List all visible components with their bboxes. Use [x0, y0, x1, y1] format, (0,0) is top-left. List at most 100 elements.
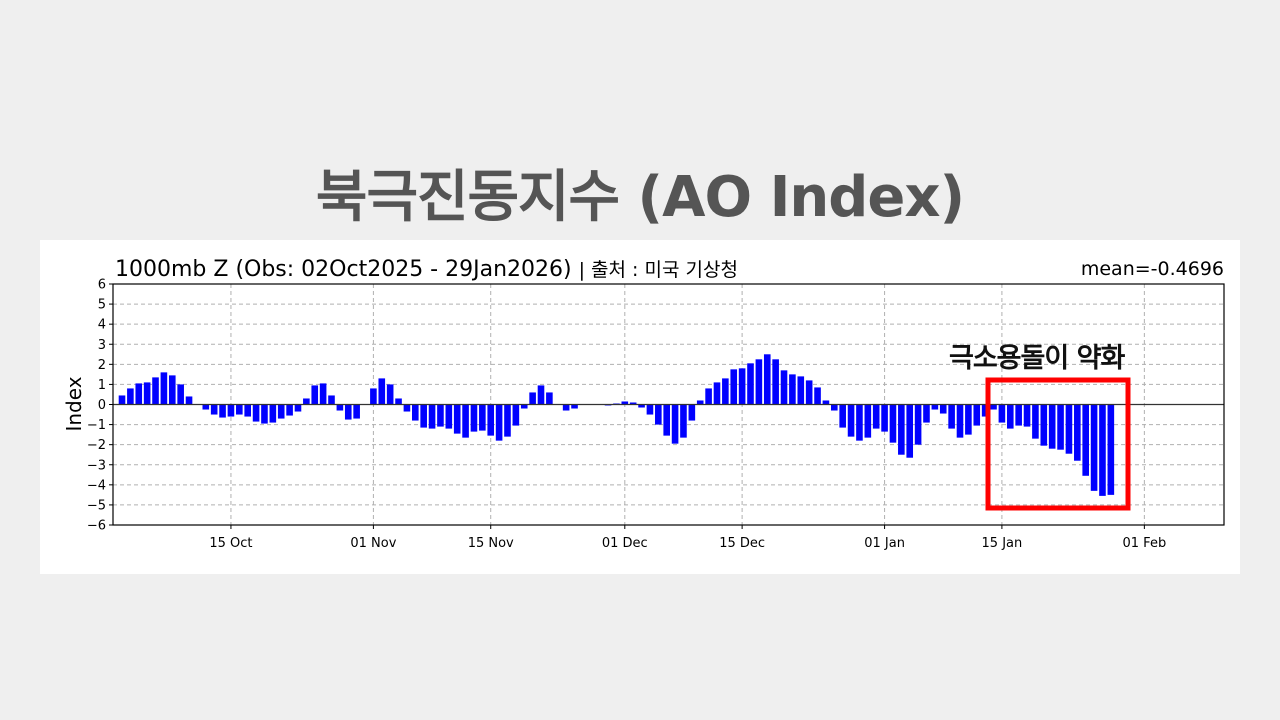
bar: [1065, 404, 1073, 454]
bar: [981, 404, 989, 417]
bar: [512, 404, 520, 426]
x-tick-label: 15 Nov: [468, 536, 514, 551]
y-tick-label: −1: [87, 418, 106, 433]
bar: [311, 385, 319, 405]
bar: [738, 368, 746, 405]
bar: [914, 404, 922, 445]
bar: [227, 404, 235, 417]
bar: [143, 382, 151, 405]
bar: [168, 375, 176, 405]
y-tick-label: 0: [98, 398, 106, 413]
bar: [646, 404, 654, 415]
bar: [956, 404, 964, 438]
bar: [931, 404, 939, 410]
bar: [294, 404, 302, 412]
y-tick-label: −6: [87, 519, 106, 534]
bar: [495, 404, 503, 441]
bar: [805, 380, 813, 405]
bar: [1048, 404, 1056, 449]
bar: [261, 404, 268, 424]
bar: [831, 404, 838, 411]
bar: [1090, 404, 1098, 491]
bar: [847, 404, 855, 437]
x-tick-label: 01 Jan: [864, 536, 905, 551]
bar: [1082, 404, 1089, 476]
y-axis-label: Index: [62, 376, 86, 432]
bar: [546, 392, 553, 405]
bar: [923, 404, 930, 423]
bar: [1015, 404, 1022, 426]
headline: 북극진동지수 (AO Index): [315, 165, 965, 230]
bar: [881, 404, 888, 432]
bar: [277, 404, 285, 419]
y-tick-label: −2: [87, 438, 106, 453]
bar: [965, 404, 972, 435]
bar: [160, 372, 168, 405]
bar: [412, 404, 419, 421]
bar: [236, 404, 243, 415]
bar: [730, 369, 738, 405]
bar: [822, 400, 830, 405]
bar: [303, 398, 310, 405]
bar: [286, 404, 293, 416]
bar: [386, 384, 394, 405]
bar: [437, 404, 444, 427]
bar: [328, 395, 335, 405]
bar: [898, 404, 905, 455]
bar: [252, 404, 260, 422]
bar: [655, 404, 662, 425]
bar: [680, 404, 687, 438]
bar: [663, 404, 670, 436]
y-tick-label: 2: [98, 358, 106, 373]
bar: [428, 404, 436, 429]
bar: [713, 382, 721, 405]
bar: [445, 404, 453, 429]
bar: [336, 404, 344, 411]
bar: [696, 400, 704, 405]
x-tick-label: 15 Jan: [982, 536, 1023, 551]
mean-value: mean=-0.4696: [1080, 258, 1224, 280]
bar: [152, 377, 159, 405]
y-tick-label: 3: [98, 338, 106, 353]
bar: [118, 395, 126, 405]
bar: [571, 404, 578, 409]
bar: [1074, 404, 1081, 461]
bar: [378, 378, 386, 405]
bar: [780, 370, 788, 405]
bar: [210, 404, 218, 415]
highlight-box: [985, 377, 1131, 511]
bar: [202, 404, 210, 410]
bar: [1032, 404, 1039, 439]
bar: [1107, 404, 1115, 495]
bar: [127, 388, 134, 405]
bar: [621, 401, 629, 405]
chart-source: | 출처 : 미국 기상청: [578, 259, 738, 281]
bar: [629, 402, 637, 405]
x-tick-label: 15 Oct: [209, 536, 252, 551]
bar: [747, 363, 754, 405]
x-tick-label: 01 Dec: [602, 536, 648, 551]
y-tick-label: −4: [87, 478, 106, 493]
y-tick-label: −5: [87, 498, 106, 513]
x-tick-label: 15 Dec: [719, 536, 765, 551]
bar: [269, 404, 277, 423]
bar: [479, 404, 486, 431]
bar: [403, 404, 411, 412]
bar: [722, 378, 729, 405]
bar: [705, 388, 712, 405]
bar: [487, 404, 495, 436]
bar: [772, 359, 779, 405]
bar: [529, 392, 536, 405]
bar: [219, 404, 226, 418]
bar: [185, 396, 193, 405]
bar: [453, 404, 461, 434]
y-tick-label: 5: [98, 298, 106, 313]
bar: [638, 404, 645, 408]
bar: [177, 384, 184, 405]
bar: [797, 376, 805, 405]
bar: [839, 404, 846, 428]
bar: [420, 404, 427, 428]
bar: [562, 404, 570, 411]
bar: [864, 404, 872, 438]
